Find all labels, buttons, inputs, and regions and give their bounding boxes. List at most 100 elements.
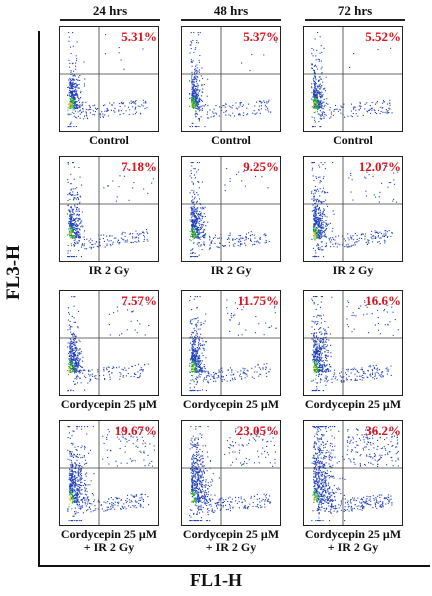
data-point <box>76 459 78 461</box>
data-point <box>67 209 69 211</box>
data-point <box>77 96 79 98</box>
data-point <box>193 242 195 244</box>
data-point <box>70 349 72 351</box>
data-point <box>107 508 109 510</box>
data-point <box>195 357 197 359</box>
data-point <box>318 344 320 346</box>
data-point <box>68 79 70 81</box>
data-point <box>193 78 195 80</box>
data-point <box>74 362 76 364</box>
data-point <box>135 230 137 232</box>
data-point <box>74 321 76 323</box>
data-point <box>205 104 207 106</box>
data-point <box>193 229 195 231</box>
data-point <box>93 501 95 503</box>
data-point <box>316 107 318 109</box>
data-point <box>320 228 322 230</box>
data-point <box>325 384 327 386</box>
data-point <box>199 226 201 228</box>
data-point <box>74 204 76 206</box>
data-point <box>199 224 201 226</box>
data-point <box>193 104 195 106</box>
data-point <box>226 307 228 309</box>
data-point <box>192 360 194 362</box>
data-point <box>343 380 345 382</box>
data-point <box>323 365 325 367</box>
data-point <box>191 65 193 67</box>
data-point <box>193 242 195 244</box>
data-point <box>321 114 323 116</box>
data-point <box>364 233 366 235</box>
data-point <box>195 93 197 95</box>
data-point <box>227 237 229 239</box>
data-point <box>126 329 128 331</box>
data-point <box>198 242 200 244</box>
data-point <box>82 369 84 371</box>
data-point <box>388 370 390 372</box>
data-point <box>386 370 388 372</box>
data-point <box>77 479 79 481</box>
data-point <box>313 321 315 323</box>
data-point <box>74 100 76 102</box>
data-point <box>75 363 77 365</box>
data-point <box>316 228 318 230</box>
data-point <box>77 494 79 496</box>
data-point <box>219 106 221 108</box>
data-point <box>194 362 196 364</box>
data-point <box>196 218 198 220</box>
data-point <box>390 365 392 367</box>
data-point <box>321 345 323 347</box>
data-point <box>72 464 74 466</box>
data-point <box>118 438 120 440</box>
data-point <box>313 356 315 358</box>
data-point <box>191 60 193 62</box>
data-point <box>107 109 109 111</box>
data-point <box>314 101 316 103</box>
data-point <box>71 87 73 89</box>
data-point <box>369 374 371 376</box>
data-point <box>316 370 318 372</box>
data-point <box>379 231 381 233</box>
data-point <box>126 239 128 241</box>
data-point <box>104 114 106 116</box>
data-point <box>198 237 200 239</box>
data-point <box>71 85 73 87</box>
data-point <box>202 234 204 236</box>
data-point <box>112 499 114 501</box>
data-point <box>193 208 195 210</box>
data-point <box>371 313 373 315</box>
data-point <box>265 240 267 242</box>
data-point <box>311 106 313 108</box>
data-point <box>374 232 376 234</box>
data-point <box>132 187 134 189</box>
data-point <box>272 301 274 303</box>
data-point <box>313 368 315 370</box>
data-point <box>239 114 241 116</box>
data-point <box>376 231 378 233</box>
data-point <box>204 233 206 235</box>
data-point <box>81 456 83 458</box>
data-point <box>73 355 75 357</box>
data-point <box>76 235 78 237</box>
data-point <box>195 220 197 222</box>
data-point <box>325 219 327 221</box>
data-point <box>193 90 195 92</box>
condition-label: Control <box>41 134 177 147</box>
data-point <box>391 232 393 234</box>
data-point <box>70 490 72 492</box>
data-point <box>109 334 111 336</box>
data-point <box>318 76 320 78</box>
data-point <box>374 111 376 113</box>
data-point <box>330 116 332 118</box>
data-point <box>315 231 317 233</box>
data-point <box>91 369 93 371</box>
data-point <box>233 245 235 247</box>
data-point <box>77 355 79 357</box>
data-point <box>192 371 194 373</box>
data-point <box>386 373 388 375</box>
data-point <box>134 102 136 104</box>
data-point <box>319 327 321 329</box>
data-point <box>67 508 69 510</box>
data-point <box>366 313 368 315</box>
data-point <box>134 113 136 115</box>
